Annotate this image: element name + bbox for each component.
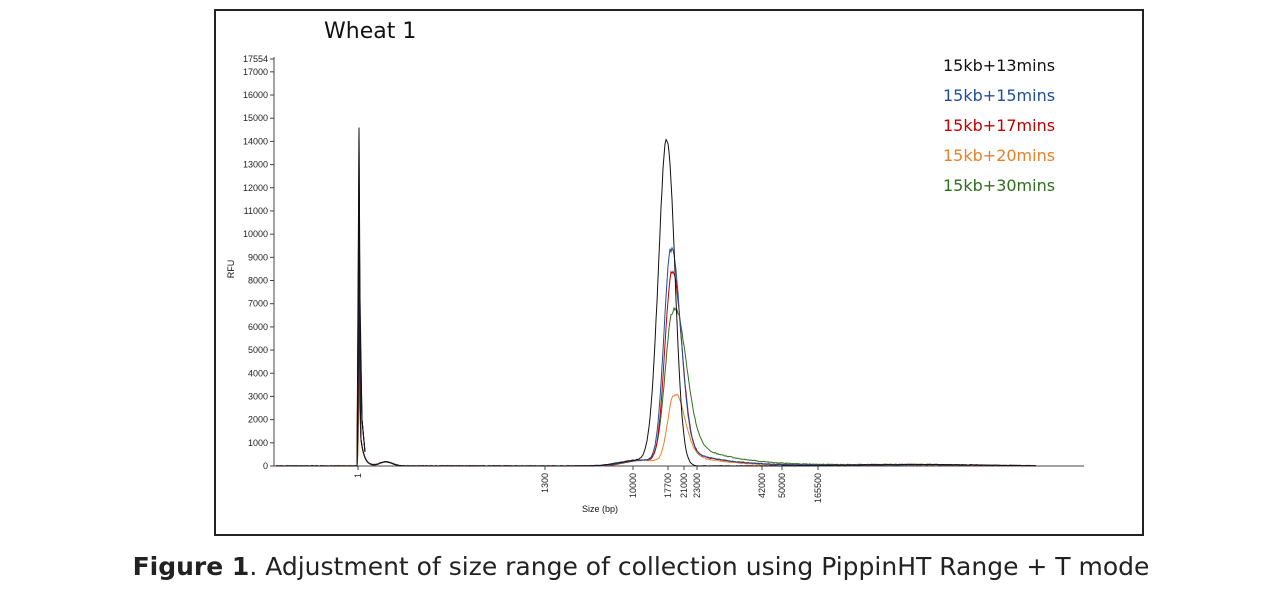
figure-caption: Figure 1. Adjustment of size range of co…	[0, 552, 1282, 581]
y-tick-label: 11000	[244, 206, 268, 216]
legend-entry-3: 15kb+20mins	[943, 146, 1055, 165]
x-axis-label: Size (bp)	[582, 504, 618, 514]
figure-frame: Wheat 1 0 1000 2000 3000 4000 5000 6000 7000 8000…	[214, 9, 1144, 536]
legend-entry-0: 15kb+13mins	[943, 56, 1055, 75]
y-tick-label: 2000	[248, 415, 268, 425]
y-tick-label: 9000	[248, 252, 268, 262]
caption-label: Figure 1	[132, 552, 250, 581]
y-tick-label: 7000	[248, 299, 268, 309]
y-axis-label: RFU	[226, 260, 236, 279]
y-tick-label: 0	[263, 461, 268, 471]
chart: Wheat 1 0 1000 2000 3000 4000 5000 6000 7000 8000…	[226, 19, 1084, 514]
legend-entry-4: 15kb+30mins	[943, 176, 1055, 195]
x-tick-label: 1	[353, 473, 363, 478]
legend-entry-2: 15kb+17mins	[943, 116, 1055, 135]
x-tick-label: 1300	[540, 473, 550, 493]
series-line-2	[276, 227, 1037, 467]
y-tick-label: 4000	[248, 368, 268, 378]
caption-text: . Adjustment of size range of collection…	[249, 552, 1150, 581]
y-tick-label: 16000	[243, 90, 268, 100]
y-tick-label: 14000	[243, 136, 268, 146]
y-tick-label: 13000	[243, 160, 268, 170]
y-tick-label: 17554	[243, 54, 268, 64]
y-tick-label: 12000	[243, 183, 268, 193]
series-line-3	[276, 368, 1037, 467]
y-tick-label: 6000	[248, 322, 268, 332]
x-tick-label: 17700	[663, 473, 673, 498]
legend-entry-1: 15kb+15mins	[943, 86, 1055, 105]
series-line-0	[275, 129, 1037, 467]
series-marker-spike-0	[356, 127, 366, 467]
x-tick-label: 23000	[692, 473, 702, 498]
y-tick-label: 10000	[243, 229, 268, 239]
x-tick-label: 21000	[679, 473, 689, 498]
y-tick-label: 15000	[243, 113, 268, 123]
x-tick-label: 10000	[628, 473, 638, 498]
x-tick-label: 50000	[777, 473, 787, 498]
x-tick-label: 165500	[813, 473, 823, 503]
y-tick-label: 17000	[243, 67, 268, 77]
x-tick-label: 42000	[757, 473, 767, 498]
y-tick-label: 1000	[248, 438, 268, 448]
y-tick-label: 8000	[248, 276, 268, 286]
y-tick-label: 5000	[248, 345, 268, 355]
y-tick-label: 3000	[248, 391, 268, 401]
chart-title: Wheat 1	[324, 19, 416, 44]
